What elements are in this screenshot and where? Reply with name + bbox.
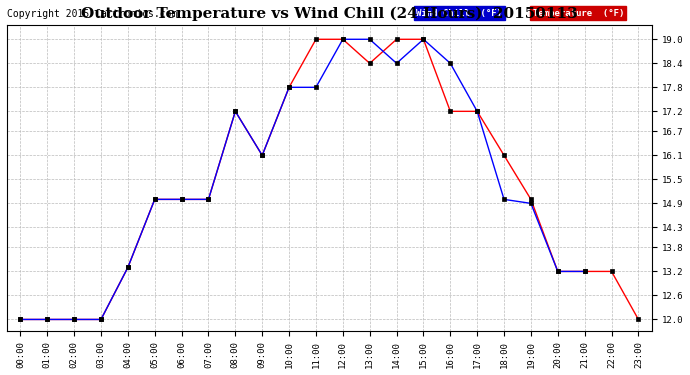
Text: Copyright 2015 Cartronics.com: Copyright 2015 Cartronics.com	[7, 9, 177, 19]
Title: Outdoor Temperature vs Wind Chill (24 Hours)  20150113: Outdoor Temperature vs Wind Chill (24 Ho…	[81, 7, 578, 21]
Text: Temperature  (°F): Temperature (°F)	[533, 9, 624, 18]
Text: Wind Chill  (°F): Wind Chill (°F)	[417, 9, 502, 18]
